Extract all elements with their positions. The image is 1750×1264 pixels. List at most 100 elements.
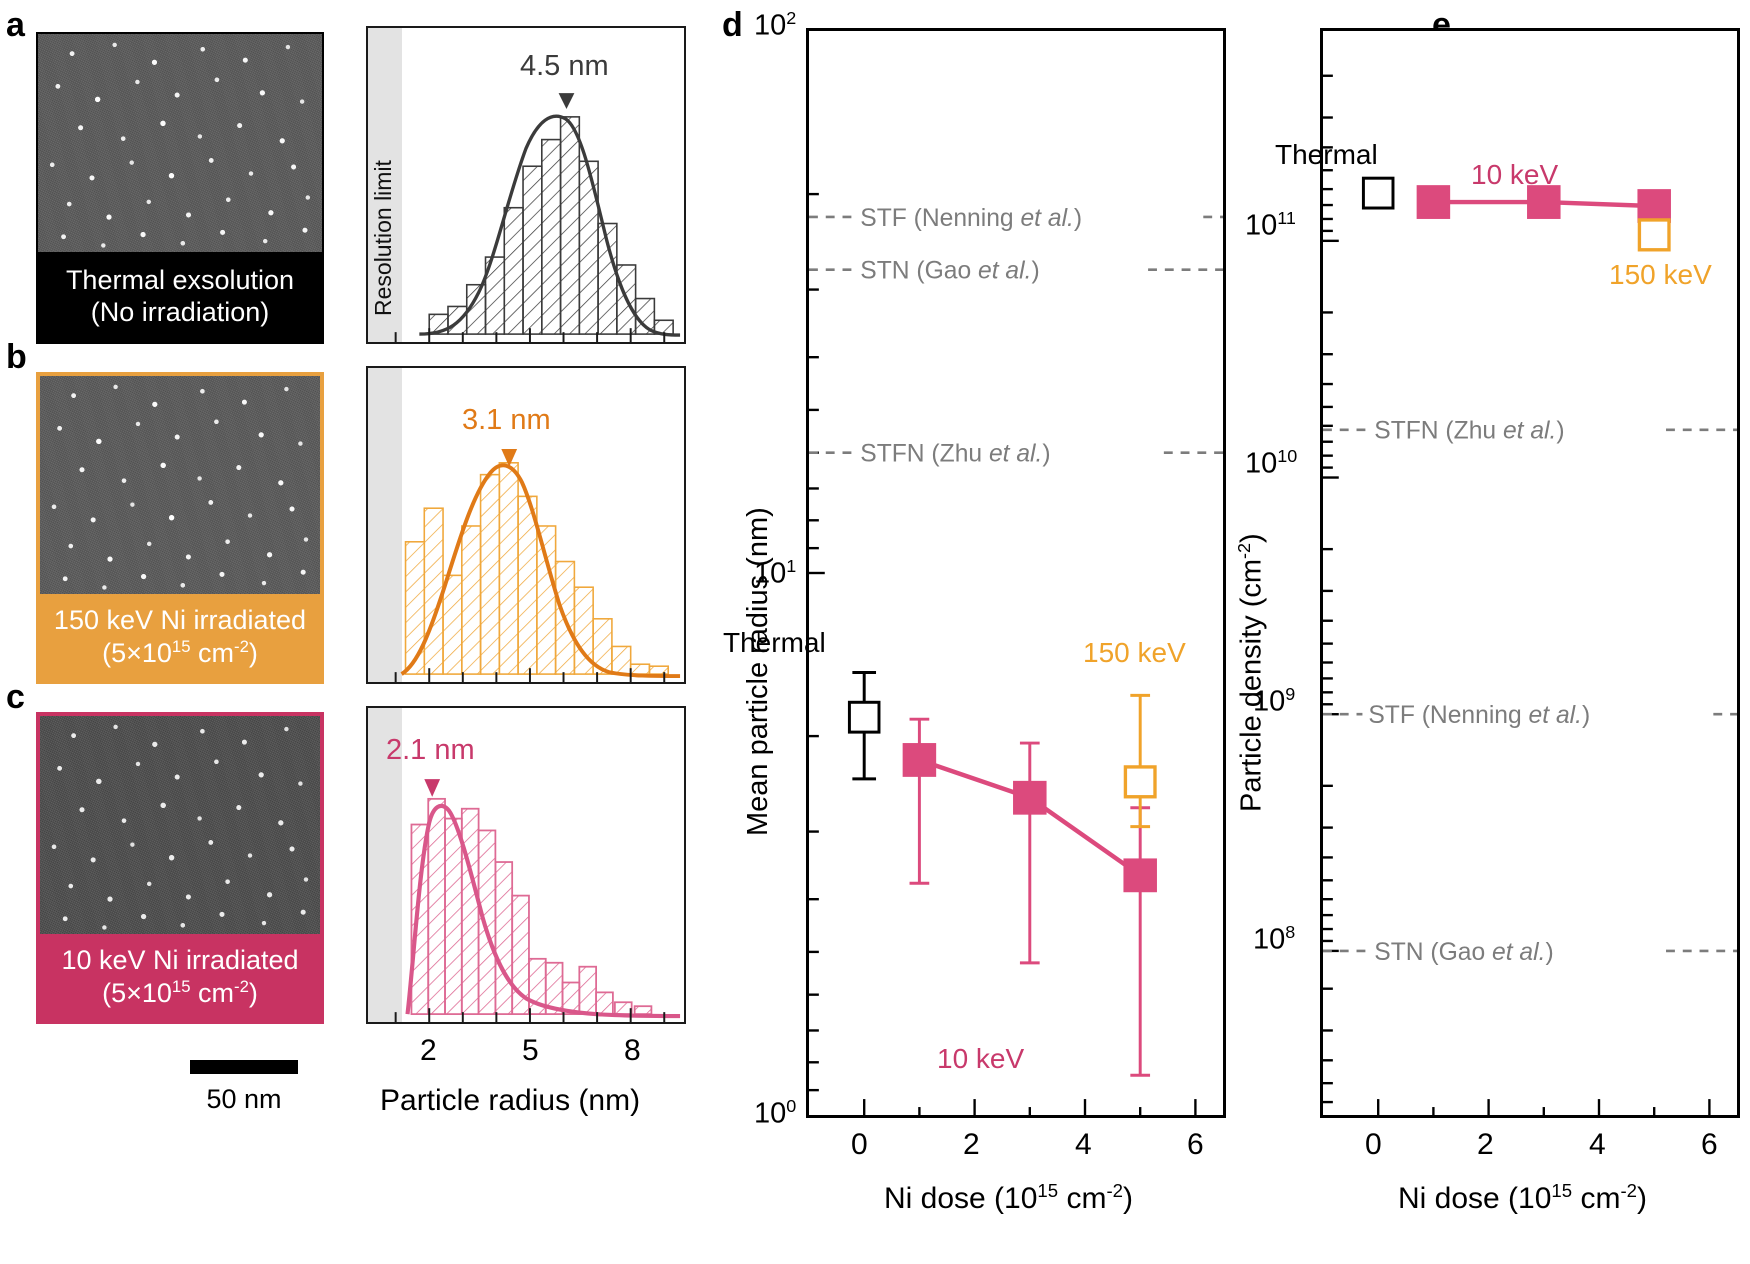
sem-image-a: Thermal exsolution (No irradiation) <box>36 32 324 344</box>
chart-e-marker-150kev <box>1637 218 1671 252</box>
histogram-b-fit-curve <box>400 463 681 679</box>
sem-image-b: 150 keV Ni irradiated (5×1015 cm-2) <box>36 372 324 684</box>
chart-d-label-thermal: Thermal <box>723 627 826 658</box>
chart-d-marker-10kev-5 <box>1123 858 1157 893</box>
chart-e-xtick-4: 4 <box>1589 1128 1606 1161</box>
chart-d: STF (Nenning et al.) STN (Gao et al.) ST… <box>723 28 1226 1118</box>
chart-e-reference-lines: STFN (Zhu et al.) STF (Nenning et al.) S… <box>1323 418 1737 966</box>
chart-d-yticks <box>809 192 825 1092</box>
histogram-c-plot <box>394 779 681 1022</box>
chart-e-ytick-1e9: 109 <box>1253 684 1296 718</box>
chart-d-marker-thermal <box>847 700 881 734</box>
panel-label-d: d <box>722 6 743 44</box>
histogram-c-peak-arrow <box>424 779 441 797</box>
sem-caption-a-line2: (No irradiation) <box>90 297 270 327</box>
hist-xaxis-label: Particle radius (nm) <box>380 1084 641 1117</box>
chart-d-reference-lines: STF (Nenning et al.) STN (Gao et al.) ST… <box>809 205 1223 468</box>
chart-d-xticks <box>863 1099 1197 1115</box>
chart-d-150kev-errorbar <box>1130 693 1151 829</box>
chart-d-xtick-2: 2 <box>963 1128 980 1161</box>
histogram-c-xticks <box>394 1008 666 1022</box>
chart-d-yaxis-label: Mean particle radius (nm) <box>742 507 774 836</box>
chart-e-yaxis-label: Particle density (cm-2) <box>1234 533 1268 812</box>
chart-e-ytick-1e11: 1011 <box>1245 208 1296 242</box>
chart-d-xtick-4: 4 <box>1075 1128 1092 1161</box>
chart-d-marker-10kev-1 <box>902 743 937 777</box>
sem-micrograph-c <box>40 716 320 934</box>
sem-caption-c: 10 keV Ni irradiated (5×1015 cm-2) <box>40 934 320 1020</box>
chart-e-ref-label-0: STFN (Zhu et al.) <box>1374 418 1564 445</box>
chart-e-marker-10kev-5 <box>1637 189 1671 223</box>
histogram-b-peak-label: 3.1 nm <box>462 404 551 436</box>
chart-e-xtick-6: 6 <box>1701 1128 1718 1161</box>
histogram-c: 2.1 nm <box>366 706 686 1024</box>
histogram-a-bars <box>428 116 674 335</box>
sem-micrograph-b <box>40 376 320 594</box>
sem-micrograph-a <box>38 34 322 252</box>
histogram-a: 4.5 nm Resolution limit <box>366 26 686 344</box>
chart-d-xtick-6: 6 <box>1187 1128 1204 1161</box>
histogram-b-plot <box>394 448 681 682</box>
chart-e-ytick-1e8: 108 <box>1253 922 1296 956</box>
histogram-a-peak-arrow <box>558 93 575 109</box>
chart-d-ytick-10: 101 <box>754 556 797 590</box>
chart-e-xticks <box>1377 1099 1711 1115</box>
sem-caption-b-line2: (5×1015 cm-2) <box>102 636 258 668</box>
chart-d-ytick-1: 100 <box>754 1096 797 1130</box>
histogram-a-fit-curve <box>419 114 681 337</box>
chart-d-plot: STF (Nenning et al.) STN (Gao et al.) ST… <box>809 192 1223 1115</box>
sem-caption-c-line2: (5×1015 cm-2) <box>102 976 258 1008</box>
chart-e-marker-10kev-1 <box>1416 185 1451 219</box>
histogram-c-peak-label: 2.1 nm <box>386 734 475 766</box>
histogram-a-xticks <box>394 328 666 342</box>
hist-xtick-5: 5 <box>522 1034 539 1067</box>
resolution-limit-band-c <box>368 708 402 1022</box>
panel-label-b: b <box>6 338 27 376</box>
sem-image-c: 10 keV Ni irradiated (5×1015 cm-2) <box>36 712 324 1024</box>
chart-e-ref-label-2: STN (Gao et al.) <box>1374 939 1553 966</box>
chart-e-ytick-1e10: 1010 <box>1245 446 1298 480</box>
histogram-b-peak-arrow <box>501 448 518 467</box>
chart-e-xtick-0: 0 <box>1365 1128 1382 1161</box>
chart-d-xaxis-label: Ni dose (1015 cm-2) <box>884 1180 1133 1215</box>
chart-d-label-150kev: 150 keV <box>1083 637 1186 668</box>
chart-d-ref-label-0: STF (Nenning et al.) <box>860 205 1082 232</box>
chart-e-marker-thermal <box>1361 176 1395 210</box>
sem-caption-c-line1: 10 keV Ni irradiated <box>61 944 299 975</box>
chart-d-ref-label-1: STN (Gao et al.) <box>860 258 1039 285</box>
chart-e-yticks <box>1323 74 1339 1104</box>
chart-e-plot: STFN (Zhu et al.) STF (Nenning et al.) S… <box>1323 74 1737 1115</box>
chart-d-xtick-0: 0 <box>851 1128 868 1161</box>
scale-bar-label: 50 nm <box>206 1084 282 1114</box>
hist-xtick-2: 2 <box>420 1034 437 1067</box>
histogram-b: 3.1 nm <box>366 366 686 684</box>
sem-caption-b-line1: 150 keV Ni irradiated <box>53 604 307 635</box>
chart-e-label-thermal: Thermal <box>1275 139 1378 170</box>
resolution-limit-label-a: Resolution limit <box>370 160 396 316</box>
chart-e-label-150kev: 150 keV <box>1609 259 1712 290</box>
chart-d-marker-10kev-3 <box>1013 780 1047 815</box>
chart-d-marker-150kev <box>1123 765 1157 799</box>
sem-caption-a: Thermal exsolution (No irradiation) <box>38 252 322 342</box>
resolution-limit-band-a <box>368 28 402 342</box>
chart-d-ytick-100: 102 <box>754 8 797 42</box>
histogram-b-bars <box>404 462 669 675</box>
histogram-a-peak-label: 4.5 nm <box>520 50 609 82</box>
scale-bar <box>190 1060 298 1074</box>
chart-e-xaxis-label: Ni dose (1015 cm-2) <box>1398 1180 1647 1215</box>
chart-d-10kev-errorbars <box>909 717 1151 1077</box>
histogram-c-bars <box>410 797 653 1015</box>
histogram-a-plot <box>394 93 681 342</box>
chart-e-xtick-2: 2 <box>1477 1128 1494 1161</box>
panel-label-c: c <box>6 678 25 716</box>
hist-xtick-8: 8 <box>624 1034 641 1067</box>
sem-caption-b: 150 keV Ni irradiated (5×1015 cm-2) <box>40 594 320 680</box>
resolution-limit-band-b <box>368 368 402 682</box>
chart-d-ref-label-2: STFN (Zhu et al.) <box>860 441 1050 468</box>
chart-d-label-10kev: 10 keV <box>937 1043 1025 1074</box>
sem-caption-a-line1: Thermal exsolution <box>65 265 295 296</box>
histogram-c-fit-curve <box>405 803 681 1019</box>
chart-e-marker-10kev-3 <box>1527 185 1561 219</box>
chart-e: STFN (Zhu et al.) STF (Nenning et al.) S… <box>1275 28 1740 1118</box>
